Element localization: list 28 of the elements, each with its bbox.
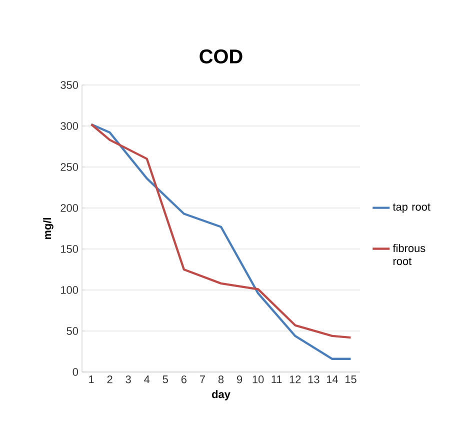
y-tick-label: 100	[61, 286, 78, 294]
x-tick-label: 5	[162, 376, 168, 384]
x-tick-label: 11	[272, 376, 282, 384]
x-tick-label: 6	[181, 376, 186, 384]
y-tick-label: 150	[61, 245, 78, 253]
legend-label: fibrous root	[392, 244, 426, 266]
x-tick-label: 15	[345, 376, 356, 384]
x-tick-label: 3	[126, 376, 131, 384]
y-tick-label: 350	[60, 81, 78, 89]
y-tick-label: 0	[72, 368, 78, 376]
x-tick-label: 10	[252, 376, 264, 384]
x-tick-label: 7	[200, 376, 205, 384]
x-tick-label: 1	[89, 376, 94, 384]
x-tick-label: 9	[237, 376, 242, 384]
x-axis-title: day	[212, 390, 230, 400]
x-tick-label: 12	[290, 376, 301, 384]
x-tick-label: 14	[326, 376, 338, 384]
y-axis-title: mg/l	[43, 218, 54, 240]
x-tick-label: 13	[308, 376, 320, 384]
y-tick-label: 200	[60, 204, 78, 212]
x-tick-label: 4	[144, 376, 150, 384]
y-tick-label: 300	[60, 122, 78, 130]
x-tick-label: 2	[107, 376, 112, 384]
y-tick-label: 250	[60, 163, 78, 171]
x-tick-label: 8	[218, 376, 224, 384]
y-tick-label: 50	[66, 327, 78, 335]
legend-label: tap root	[392, 204, 430, 213]
chart-title: COD	[200, 49, 242, 64]
